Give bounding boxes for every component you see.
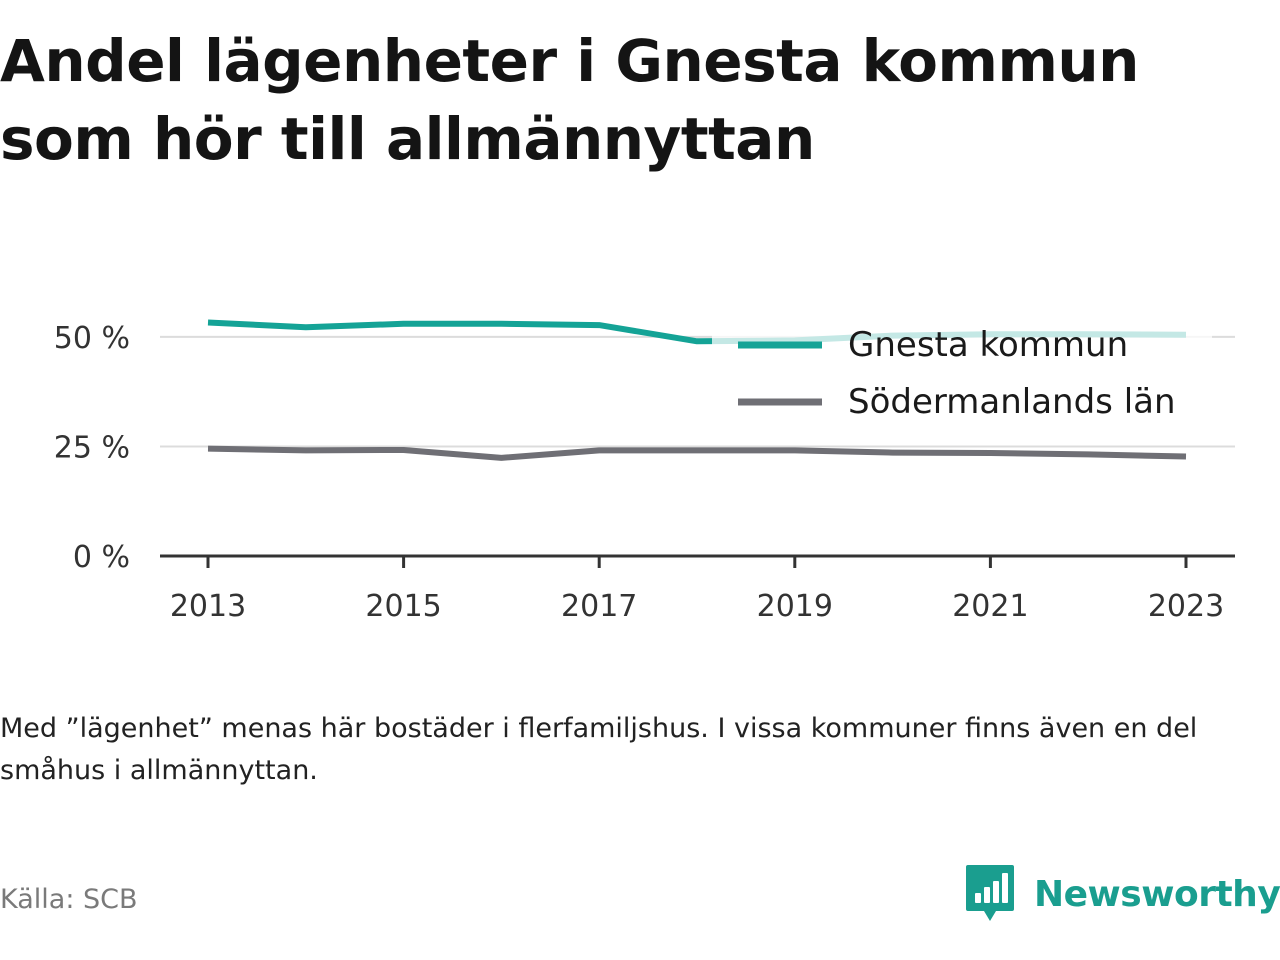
chart-note: Med ”lägenhet” menas här bostäder i fler…: [0, 713, 1198, 786]
y-tick-label: 0 %: [73, 540, 130, 575]
source-label: Källa: SCB: [0, 884, 138, 915]
x-tick-label: 2023: [1148, 589, 1224, 624]
series-line-södermanlands-län: [207, 445, 1187, 461]
legend-label: Gnesta kommun: [848, 325, 1128, 365]
x-tick-label: 2013: [170, 589, 246, 624]
x-tick-label: 2015: [365, 589, 441, 624]
brand-logo[interactable]: Newsworthy: [964, 862, 1280, 926]
brand-name: Newsworthy: [1034, 873, 1280, 915]
chart-title: Andel lägenheter i Gnesta kommun som hör…: [0, 27, 1139, 173]
y-tick-label: 25 %: [54, 430, 130, 465]
newsworthy-logo-icon: [966, 865, 1014, 921]
legend-label: Södermanlands län: [848, 382, 1176, 422]
y-tick-label: 50 %: [54, 321, 130, 356]
line-chart: 0 % 25 % 50 % 2013 2015 2017 2019 2021 2023 Gnest…: [53, 316, 1235, 624]
legend-background: [712, 316, 1212, 432]
x-tick-label: 2019: [757, 589, 833, 624]
x-tick-label: 2021: [952, 589, 1028, 624]
x-tick-label: 2017: [561, 589, 637, 624]
